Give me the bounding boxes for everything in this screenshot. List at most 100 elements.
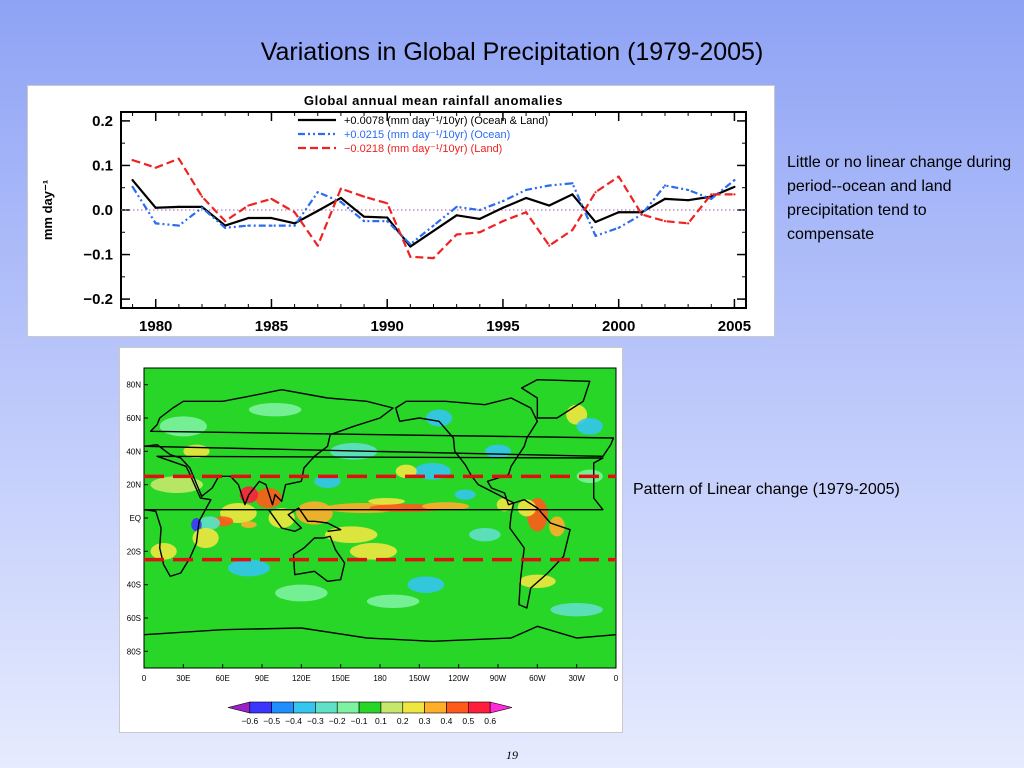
y-tick-label: −0.1 <box>83 247 113 264</box>
colorbar-segment <box>358 701 382 714</box>
series-2-point <box>270 197 273 200</box>
colorbar-label: −0.5 <box>263 716 280 726</box>
colorbar-label: 0.3 <box>419 716 431 726</box>
series-2-point <box>733 193 736 196</box>
map-y-tick-label: 40S <box>127 581 141 590</box>
series-1-point <box>247 224 250 227</box>
map-field <box>144 378 616 643</box>
anomaly-patch <box>159 416 207 437</box>
map-y-tick-label: 60S <box>127 614 141 623</box>
series-2-point <box>548 244 551 247</box>
series-0-point <box>687 199 690 202</box>
anomaly-patch <box>576 418 603 435</box>
colorbar-segment <box>293 701 316 714</box>
map-y-tick-label: 80N <box>126 381 141 390</box>
series-2-point <box>478 231 481 234</box>
africa-outline <box>144 455 604 578</box>
series-0-point <box>594 220 597 224</box>
series-1-point <box>663 184 667 187</box>
series-2-point <box>594 191 597 194</box>
map-x-tick-label: 90W <box>490 674 507 683</box>
antarctica-outline <box>144 625 616 643</box>
series-2-point <box>455 233 458 236</box>
series-0-point <box>409 245 412 248</box>
anomaly-patch <box>366 594 420 608</box>
colorbar-label: 0.6 <box>484 716 496 726</box>
series-0-point <box>571 193 574 196</box>
trend-note: Little or no linear change during period… <box>787 154 1012 243</box>
series-2-point <box>224 220 227 223</box>
y-tick-label: −0.2 <box>83 291 113 308</box>
anomaly-patch <box>150 476 203 493</box>
series-2-point <box>501 220 505 223</box>
series-1-point <box>270 224 273 227</box>
series-1-point <box>200 206 204 209</box>
anomaly-patch <box>368 498 405 505</box>
series-0-point <box>131 179 134 182</box>
series-1-point <box>339 200 343 204</box>
greenland-outline <box>520 378 591 419</box>
anomaly-patch <box>296 501 333 525</box>
map-x-tick-label: 30E <box>176 674 190 683</box>
series-1-point <box>177 224 180 227</box>
series-0-point <box>478 217 481 221</box>
map-y-tick-label: 80S <box>127 647 141 656</box>
south-america-outline <box>509 498 571 609</box>
colorbar-label: 0.5 <box>462 716 474 726</box>
map-caption: Pattern of Linear change (1979-2005) <box>633 481 900 498</box>
colorbar-label: −0.2 <box>329 716 346 726</box>
series-0-point <box>247 216 250 220</box>
x-tick-label: 1985 <box>255 318 288 335</box>
anomaly-patch <box>407 576 445 593</box>
series-1-point <box>293 224 296 227</box>
y-axis-label: mm day⁻¹ <box>40 180 55 240</box>
series-1-point <box>362 220 366 223</box>
x-tick-label: 1990 <box>371 318 404 335</box>
anomaly-patch <box>248 403 302 417</box>
series-2-point <box>339 187 343 190</box>
anomaly-patch <box>517 499 537 517</box>
anomaly-patch <box>496 498 513 512</box>
series-2-point <box>640 213 643 216</box>
map-x-tick-label: 120E <box>292 674 311 683</box>
series-1-point <box>524 188 528 192</box>
colorbar-label: 0.1 <box>375 716 387 726</box>
map-x-tick-label: 150W <box>409 674 430 683</box>
colorbar-label: −0.1 <box>351 716 368 726</box>
map-x-tick-label: 120W <box>448 674 469 683</box>
anomaly-patch <box>425 409 453 427</box>
series-1-point <box>617 226 620 229</box>
x-tick-label: 1980 <box>139 318 172 335</box>
anomaly-patch <box>150 543 177 560</box>
series-0-point <box>293 222 296 225</box>
legend-label-2: −0.0218 (mm day⁻¹/10yr) (Land) <box>344 143 502 155</box>
anomaly-patch <box>454 489 476 500</box>
series-0-point <box>177 205 180 208</box>
chart-title: Global annual mean rainfall anomalies <box>304 93 563 108</box>
anomaly-patch <box>469 528 501 542</box>
rainfall-anomaly-chart-panel: Global annual mean rainfall anomalies mm … <box>27 85 775 337</box>
series-1-point <box>432 224 435 227</box>
series-1-point <box>687 188 690 192</box>
map-y-tick-label: 20N <box>126 481 141 490</box>
linear-change-map: 80N 60N 40N 20N EQ 20S 40S 60S 80S 0 30E 60E 90E 120E… <box>126 367 619 726</box>
slide-title: Variations in Global Precipitation (1979… <box>260 38 764 66</box>
map-x-tick-label: 0 <box>142 674 147 683</box>
series-1-point <box>478 208 481 212</box>
anomaly-patch <box>566 404 588 425</box>
map-x-tick-label: 0 <box>614 674 619 683</box>
series-line-2 <box>132 157 735 260</box>
series-2-point <box>247 204 250 207</box>
anomaly-patch <box>421 502 470 511</box>
colorbar-segment <box>468 701 491 714</box>
series-2-point <box>663 220 667 223</box>
series-0-point <box>270 216 273 220</box>
y-tick-label: 0.1 <box>92 157 113 174</box>
north-america-outline <box>395 397 539 506</box>
anomaly-patch <box>199 516 221 530</box>
rainfall-anomaly-line-chart: Global annual mean rainfall anomalies mm … <box>40 93 751 335</box>
x-tick-label: 2000 <box>602 318 635 335</box>
series-0-point <box>316 209 319 212</box>
series-2-point <box>687 222 690 225</box>
series-1-point <box>154 222 157 225</box>
